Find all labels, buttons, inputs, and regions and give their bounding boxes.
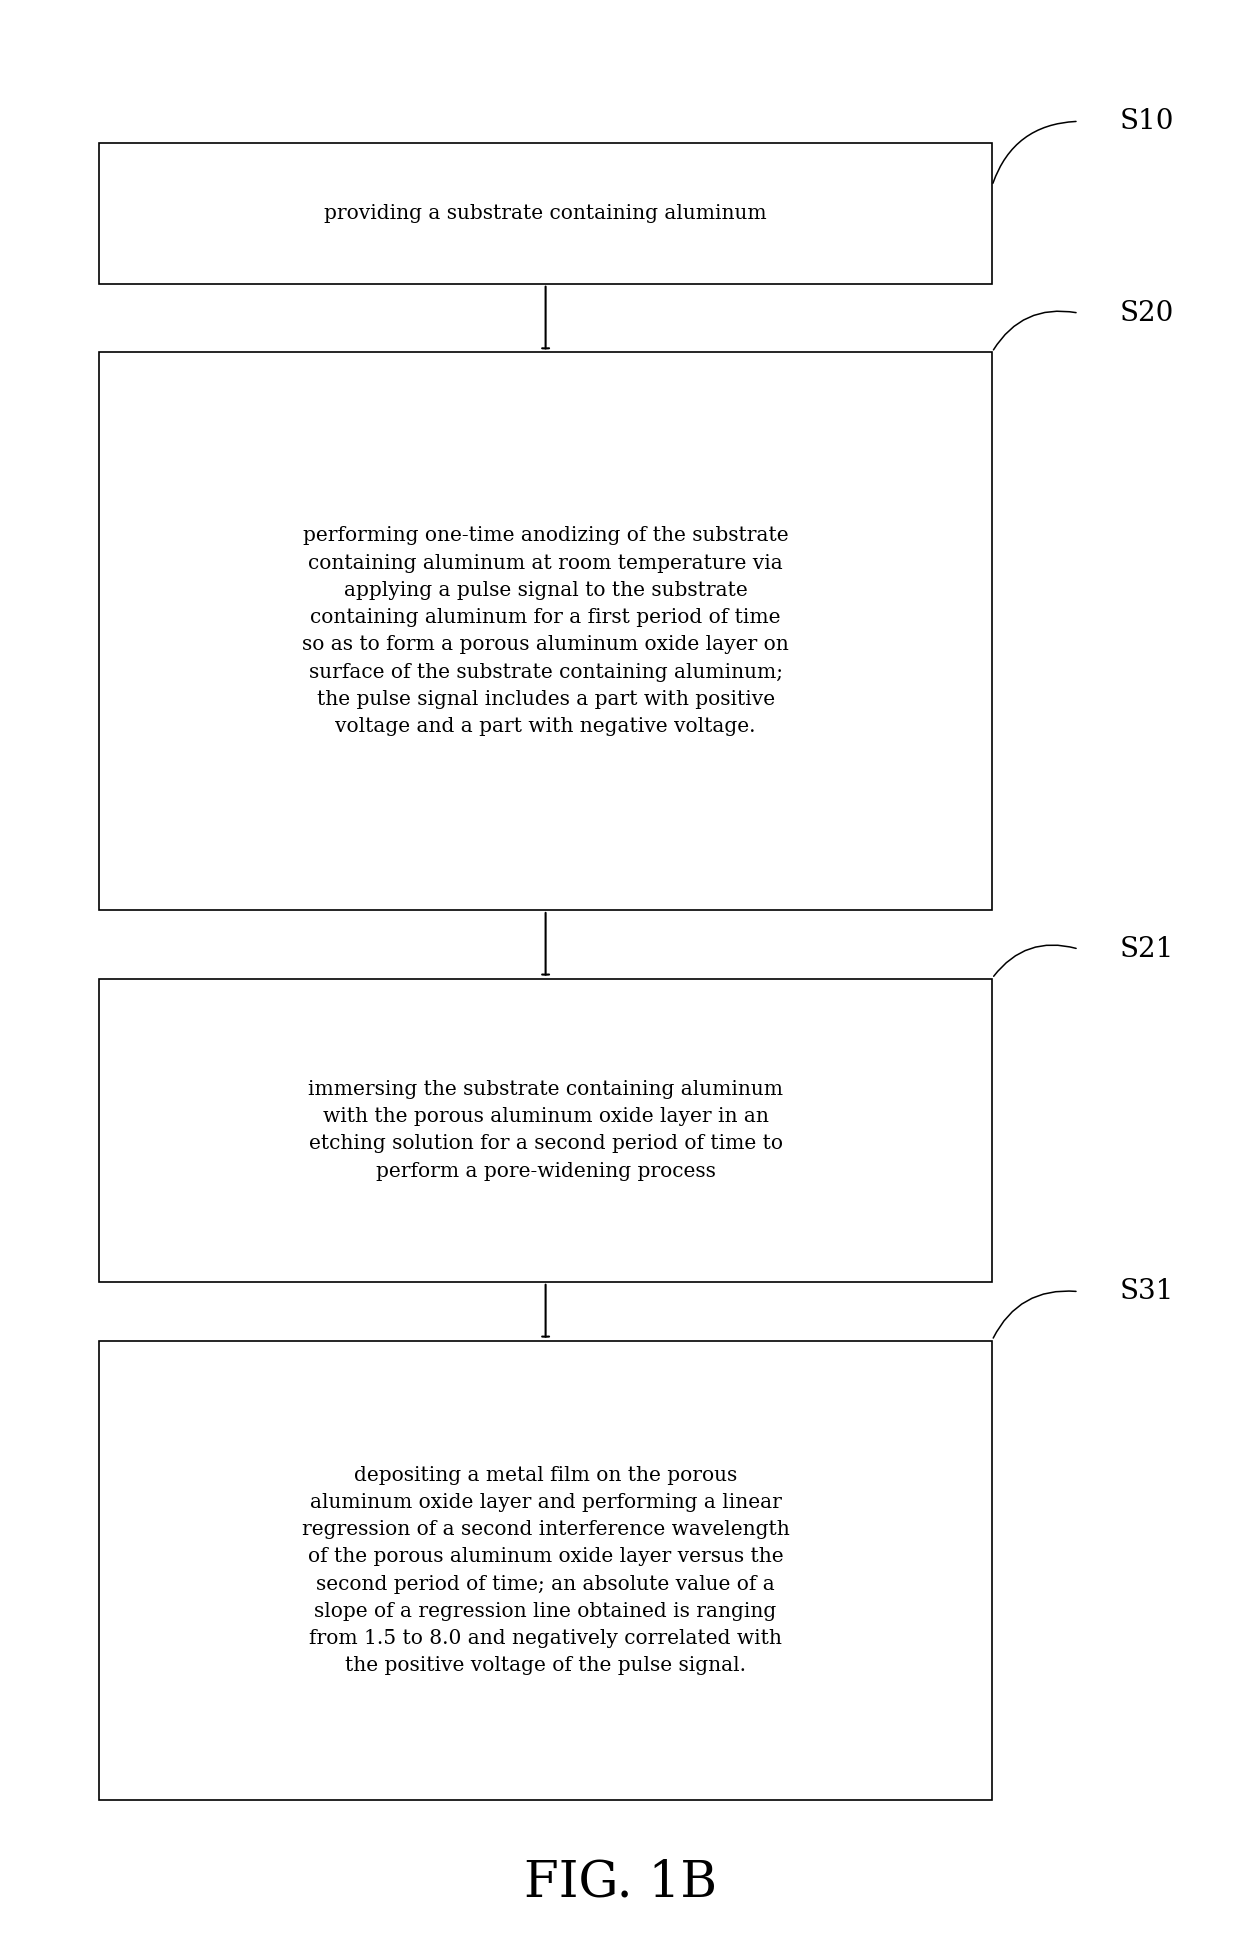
Text: depositing a metal film on the porous
aluminum oxide layer and performing a line: depositing a metal film on the porous al… [301,1466,790,1675]
Text: immersing the substrate containing aluminum
with the porous aluminum oxide layer: immersing the substrate containing alumi… [308,1080,784,1180]
Text: S20: S20 [1120,299,1174,327]
Text: performing one-time anodizing of the substrate
containing aluminum at room tempe: performing one-time anodizing of the sub… [303,526,789,736]
Text: S31: S31 [1120,1278,1174,1305]
FancyBboxPatch shape [99,978,992,1282]
Text: S21: S21 [1120,935,1174,963]
FancyBboxPatch shape [99,1341,992,1800]
FancyBboxPatch shape [99,143,992,284]
Text: providing a substrate containing aluminum: providing a substrate containing aluminu… [325,204,766,223]
Text: FIG. 1B: FIG. 1B [523,1857,717,1908]
FancyBboxPatch shape [99,352,992,910]
Text: S10: S10 [1120,108,1174,135]
